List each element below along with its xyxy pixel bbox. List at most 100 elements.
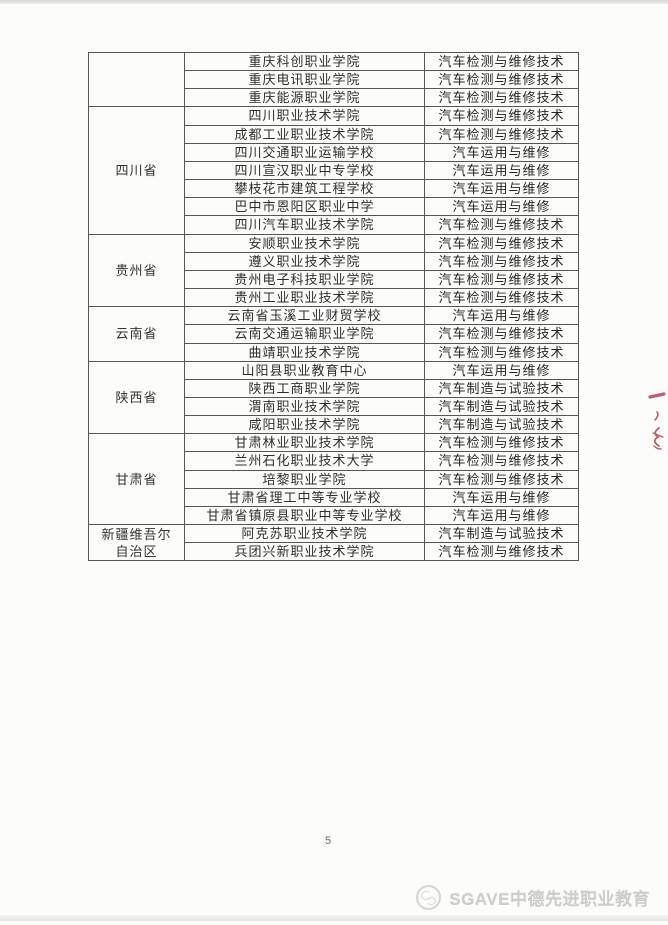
program-cell: 汽车检测与维修技术 <box>424 251 579 271</box>
school-cell: 四川汽车职业技术学院 <box>184 215 425 235</box>
program-cell: 汽车运用与维修 <box>424 197 579 217</box>
program-cell: 汽车检测与维修技术 <box>424 124 579 144</box>
table-row: 重庆科创职业学院 汽车检测与维修技术 <box>88 51 579 108</box>
program-cell: 汽车检测与维修技术 <box>424 342 579 362</box>
school-cell: 培黎职业学院 <box>184 469 425 489</box>
table-row: 云南省 云南省玉溪工业财贸学校 汽车运用与维修 <box>88 306 579 362</box>
table-row: 重庆能源职业学院 汽车检测与维修技术 <box>89 88 579 108</box>
table-row: 甘肃省理工中等专业学校 汽车运用与维修 <box>89 487 579 507</box>
school-cell: 渭南职业技术学院 <box>184 396 425 417</box>
program-cell: 汽车检测与维修技术 <box>424 433 579 453</box>
table-row: 贵州工业职业技术学院 汽车检测与维修技术 <box>89 288 579 308</box>
program-cell: 汽车运用与维修 <box>424 487 579 507</box>
program-cell: 汽车运用与维修 <box>424 160 579 181</box>
table-row: 新疆维吾尔 自治区 阿克苏职业技术学院 汽车制造与试验技术 <box>88 524 579 562</box>
school-cell: 安顺职业技术学院 <box>184 233 425 253</box>
school-cell: 成都工业职业技术学院 <box>184 124 425 144</box>
table-row: 陕西省 山阳县职业教育中心 汽车运用与维修 <box>88 360 579 435</box>
program-cell: 汽车检测与维修技术 <box>424 51 579 72</box>
school-cell: 甘肃林业职业技术学院 <box>184 433 425 453</box>
school-cell: 兰州石化职业技术大学 <box>184 451 425 471</box>
program-cell: 汽车检测与维修技术 <box>424 542 579 562</box>
program-cell: 汽车检测与维修技术 <box>424 106 579 126</box>
school-cell: 咸阳职业技术学院 <box>184 415 425 435</box>
program-cell: 汽车检测与维修技术 <box>424 233 579 253</box>
table-row: 成都工业职业技术学院 汽车检测与维修技术 <box>89 124 579 144</box>
program-cell: 汽车运用与维修 <box>424 360 579 380</box>
school-cell: 重庆电讯职业学院 <box>184 70 425 90</box>
program-cell: 汽车检测与维修技术 <box>424 70 579 90</box>
program-cell: 汽车检测与维修技术 <box>424 215 579 235</box>
program-cell: 汽车运用与维修 <box>424 306 579 326</box>
program-cell: 汽车运用与维修 <box>424 179 579 199</box>
school-cell: 兵团兴新职业技术学院 <box>184 542 425 562</box>
table-container: 重庆科创职业学院 汽车检测与维修技术 重庆电讯职业学院 汽车检测与维修技术 重庆能源职业… <box>88 51 579 562</box>
province-cell: 云南省 <box>88 306 185 362</box>
school-cell: 四川宣汉职业中专学校 <box>184 160 425 181</box>
school-cell: 四川职业技术学院 <box>184 106 425 126</box>
program-cell: 汽车检测与维修技术 <box>424 288 579 308</box>
school-cell: 甘肃省镇原县职业中等专业学校 <box>184 505 425 526</box>
table-row: 四川汽车职业技术学院 汽车检测与维修技术 <box>89 215 579 235</box>
page-number: 5 <box>324 835 332 847</box>
province-cell: 陕西省 <box>88 360 185 435</box>
sgave-circle-logo-icon <box>416 884 442 910</box>
province-cell: 四川省 <box>88 106 185 235</box>
school-cell: 云南交通运输职业学院 <box>184 324 425 344</box>
table-row: 培黎职业学院 汽车检测与维修技术 <box>89 469 579 489</box>
table-row: 曲靖职业技术学院 汽车检测与维修技术 <box>89 342 579 362</box>
table-row: 四川交通职业运输学校 汽车运用与维修 <box>89 142 579 162</box>
program-cell: 汽车制造与试验技术 <box>424 378 579 398</box>
table-row: 兰州石化职业技术大学 汽车检测与维修技术 <box>89 451 579 471</box>
school-cell: 陕西工商职业学院 <box>184 378 425 398</box>
table-row: 四川省 四川职业技术学院 汽车检测与维修技术 <box>88 106 579 235</box>
program-cell: 汽车制造与试验技术 <box>424 524 579 544</box>
school-cell: 云南省玉溪工业财贸学校 <box>184 306 425 326</box>
program-cell: 汽车运用与维修 <box>424 142 579 162</box>
program-cell: 汽车检测与维修技术 <box>424 324 579 344</box>
school-cell: 遵义职业技术学院 <box>184 251 425 271</box>
table-row: 甘肃省镇原县职业中等专业学校 汽车运用与维修 <box>89 505 579 526</box>
province-cell: 新疆维吾尔 自治区 <box>88 524 185 562</box>
table-row: 重庆电讯职业学院 汽车检测与维修技术 <box>89 70 579 90</box>
school-cell: 山阳县职业教育中心 <box>184 360 425 380</box>
school-cell: 重庆能源职业学院 <box>184 88 425 108</box>
table-row: 兵团兴新职业技术学院 汽车检测与维修技术 <box>89 542 579 562</box>
school-program-table: 重庆科创职业学院 汽车检测与维修技术 重庆电讯职业学院 汽车检测与维修技术 重庆能源职业… <box>88 51 579 562</box>
footer-brand-text: SGAVE中德先进职业教育 <box>449 889 650 909</box>
school-cell: 贵州工业职业技术学院 <box>184 288 425 308</box>
program-cell: 汽车检测与维修技术 <box>424 269 579 290</box>
program-cell: 汽车制造与试验技术 <box>424 415 579 435</box>
school-cell: 贵州电子科技职业学院 <box>184 269 425 290</box>
school-cell: 重庆科创职业学院 <box>184 51 425 72</box>
school-cell: 攀枝花市建筑工程学校 <box>184 179 425 199</box>
table-row: 贵州电子科技职业学院 汽车检测与维修技术 <box>89 269 579 290</box>
table-row: 陕西工商职业学院 汽车制造与试验技术 <box>89 378 579 398</box>
province-cell: 甘肃省 <box>88 433 185 526</box>
school-cell: 四川交通职业运输学校 <box>184 142 425 162</box>
scan-edge-bottom <box>0 915 668 921</box>
table-row: 四川宣汉职业中专学校 汽车运用与维修 <box>89 160 579 181</box>
red-pen-annotation <box>648 392 666 450</box>
table-row: 甘肃省 甘肃林业职业技术学院 汽车检测与维修技术 <box>88 433 579 526</box>
province-cell: 贵州省 <box>88 233 185 308</box>
school-cell: 阿克苏职业技术学院 <box>184 524 425 544</box>
table-row: 渭南职业技术学院 汽车制造与试验技术 <box>89 396 579 417</box>
program-cell: 汽车制造与试验技术 <box>424 396 579 417</box>
school-cell: 甘肃省理工中等专业学校 <box>184 487 425 507</box>
scan-edge-top <box>0 0 668 4</box>
table-row: 攀枝花市建筑工程学校 汽车运用与维修 <box>89 179 579 199</box>
table-row: 巴中市恩阳区职业中学 汽车运用与维修 <box>89 197 579 217</box>
program-cell: 汽车运用与维修 <box>424 505 579 526</box>
school-cell: 巴中市恩阳区职业中学 <box>184 197 425 217</box>
program-cell: 汽车检测与维修技术 <box>424 469 579 489</box>
program-cell: 汽车检测与维修技术 <box>424 88 579 108</box>
table-row: 贵州省 安顺职业技术学院 汽车检测与维修技术 <box>88 233 579 308</box>
province-cell <box>88 51 185 108</box>
table-row: 云南交通运输职业学院 汽车检测与维修技术 <box>89 324 579 344</box>
table-row: 咸阳职业技术学院 汽车制造与试验技术 <box>89 415 579 435</box>
program-cell: 汽车检测与维修技术 <box>424 451 579 471</box>
footer-watermark: SGAVE中德先进职业教育 <box>416 882 650 912</box>
table-row: 遵义职业技术学院 汽车检测与维修技术 <box>89 251 579 271</box>
school-cell: 曲靖职业技术学院 <box>184 342 425 362</box>
